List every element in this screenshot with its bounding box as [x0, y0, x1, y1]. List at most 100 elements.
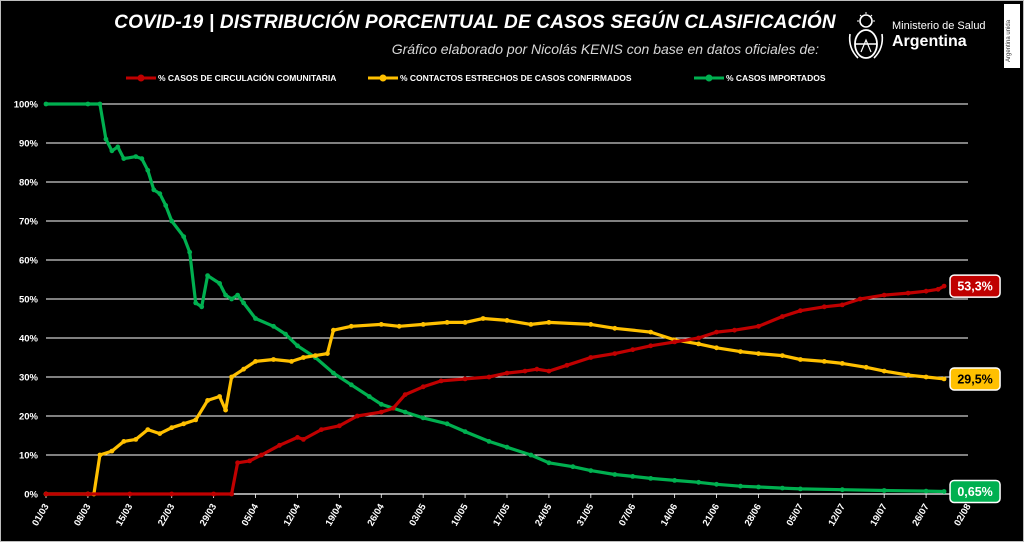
data-point: [462, 429, 468, 434]
data-point: [145, 427, 151, 432]
data-point: [612, 351, 618, 356]
data-point: [253, 359, 258, 364]
data-point: [295, 343, 300, 349]
data-point: [821, 359, 827, 364]
x-tick-label: 08/03: [72, 502, 93, 528]
data-point: [313, 353, 318, 358]
data-point: [420, 322, 426, 327]
data-point: [133, 437, 139, 442]
data-point: [923, 488, 929, 494]
data-point: [205, 273, 211, 278]
data-point: [378, 401, 384, 407]
data-point: [444, 320, 450, 325]
data-point: [941, 489, 947, 494]
data-point: [881, 368, 887, 374]
data-point: [714, 345, 719, 351]
data-point: [277, 442, 282, 448]
x-tick-label: 10/05: [449, 501, 471, 528]
data-point: [378, 322, 384, 327]
data-point: [923, 374, 929, 380]
data-point: [223, 292, 229, 298]
x-tick-label: 14/06: [659, 502, 680, 528]
data-point: [103, 136, 109, 142]
data-point: [109, 448, 115, 454]
end-label-box: [949, 274, 1001, 298]
data-point: [546, 460, 552, 466]
data-point: [672, 339, 677, 345]
data-point: [648, 343, 654, 349]
y-tick-label: 100%: [14, 100, 39, 111]
data-point: [283, 331, 288, 337]
x-tick-label: 31/05: [575, 501, 597, 528]
data-point: [444, 421, 450, 427]
y-tick-label: 50%: [19, 295, 39, 306]
data-point: [504, 370, 510, 376]
data-point: [881, 292, 887, 298]
coat-of-arms-icon: [848, 12, 884, 59]
data-point: [738, 483, 743, 489]
data-point: [378, 409, 384, 415]
y-tick-label: 30%: [19, 373, 39, 384]
x-axis-ticks: 01/03 08/03 15/03 22/03 29/03 05/04 12/04 19/04…: [30, 494, 974, 528]
data-point: [217, 394, 223, 399]
side-badge: Argentina unida: [1004, 4, 1020, 68]
x-tick-label: 12/07: [826, 502, 847, 528]
data-point: [396, 323, 402, 329]
x-tick-label: 19/04: [324, 501, 346, 528]
end-labels: 53,3% 29,5% 0,65%: [949, 274, 1001, 504]
data-point: [205, 398, 211, 403]
x-tick-label: 12/04: [282, 501, 304, 528]
data-point: [839, 487, 845, 493]
data-point: [528, 322, 534, 327]
data-point: [857, 296, 863, 302]
data-point: [235, 460, 241, 466]
x-tick-label: 19/07: [868, 502, 889, 528]
data-point: [193, 300, 199, 306]
chart-title: COVID-19 | DISTRIBUCIÓN PORCENTUAL DE CA…: [114, 12, 836, 33]
data-point: [121, 156, 127, 162]
data-point: [839, 361, 845, 366]
data-point: [504, 444, 510, 450]
data-point: [863, 364, 869, 370]
data-point: [420, 415, 426, 421]
end-label-text: 0,65%: [957, 485, 992, 499]
data-point: [223, 407, 229, 413]
legend-marker: [379, 74, 387, 82]
series-line: [44, 284, 946, 496]
data-point: [145, 167, 151, 173]
gridlines: [46, 103, 968, 495]
x-tick-label: 26/07: [910, 502, 931, 528]
data-point: [798, 308, 803, 314]
data-point: [241, 300, 247, 306]
data-point: [301, 437, 306, 442]
series-markers: [43, 283, 947, 497]
data-point: [905, 372, 911, 378]
y-tick-label: 20%: [19, 412, 39, 423]
data-point: [199, 304, 205, 310]
data-point: [486, 439, 492, 444]
x-tick-label: 07/06: [617, 502, 638, 528]
data-point: [420, 384, 426, 390]
data-point: [780, 314, 785, 319]
x-tick-label: 05/07: [785, 502, 806, 528]
data-point: [181, 234, 187, 240]
data-point: [301, 355, 306, 360]
series-markers: [43, 101, 947, 494]
x-tick-label: 28/06: [743, 502, 764, 528]
data-point: [612, 472, 618, 477]
data-point: [331, 327, 336, 333]
data-point: [157, 191, 163, 197]
data-point: [217, 281, 223, 286]
data-point: [235, 292, 241, 298]
data-point: [588, 468, 594, 473]
legend-label: % CASOS DE CIRCULACIÓN COMUNITARIA: [158, 72, 336, 83]
data-point: [121, 439, 127, 444]
data-point: [756, 323, 761, 329]
data-point: [354, 413, 360, 419]
data-point: [97, 101, 103, 107]
data-point: [211, 491, 217, 497]
x-tick-label: 22/03: [156, 502, 177, 528]
data-point: [881, 488, 887, 493]
legend-label: % CASOS IMPORTADOS: [726, 73, 826, 83]
data-point: [480, 316, 486, 321]
